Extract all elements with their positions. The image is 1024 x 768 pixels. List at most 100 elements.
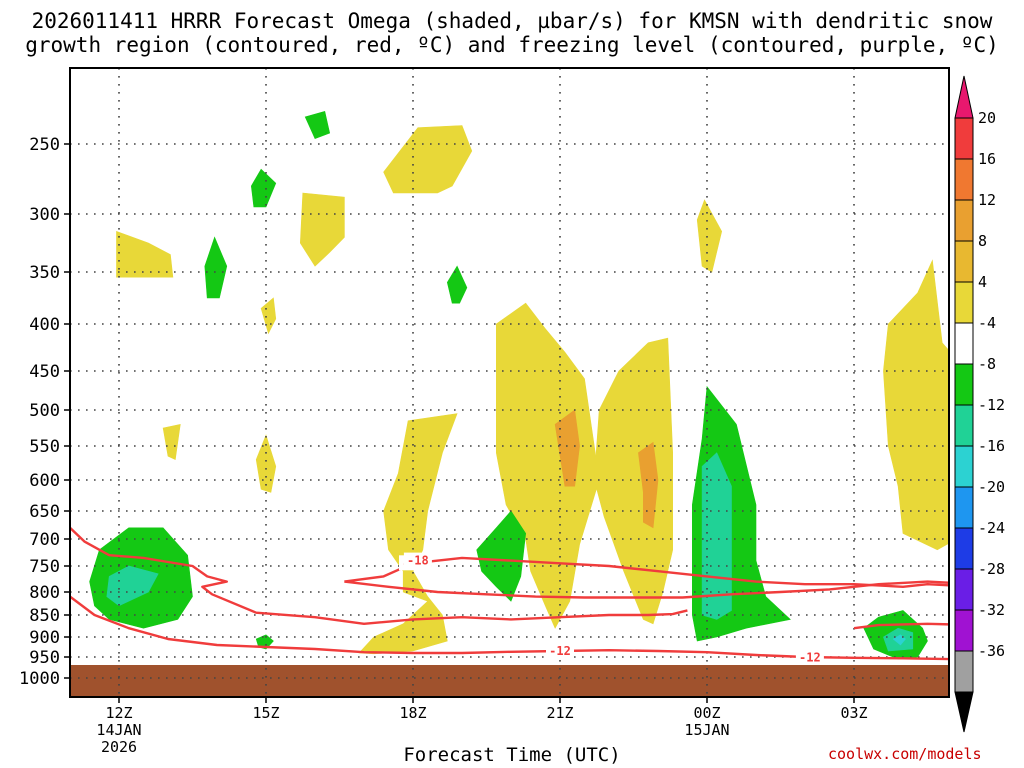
omega-region [255, 434, 277, 493]
x-tick-label: 15Z [252, 704, 279, 722]
y-tick-label: 650 [29, 502, 60, 522]
dgz-contour-line [344, 556, 949, 588]
colorbar-label: 8 [978, 232, 987, 250]
colorbar-bin [954, 117, 974, 160]
omega-region [383, 125, 473, 194]
omega-region [554, 409, 580, 487]
x-axis-title: Forecast Time (UTC) [403, 744, 621, 766]
colorbar-bottom-arrow [954, 691, 974, 733]
colorbar-label: -28 [978, 560, 1005, 578]
dgz-contour-line [853, 622, 949, 630]
x-tick-label: 21Z [546, 704, 573, 722]
colorbar-bin [954, 568, 974, 611]
y-tick-label: 950 [29, 648, 60, 668]
omega-region [476, 510, 527, 602]
colorbar-label: -16 [978, 437, 1005, 455]
colorbar-bin [954, 527, 974, 570]
y-tick-label: 900 [29, 628, 60, 648]
omega-region [162, 424, 181, 461]
y-tick-label: 400 [29, 315, 60, 335]
y-tick-label: 350 [29, 263, 60, 283]
y-tick-label: 550 [29, 437, 60, 457]
omega-regions [89, 111, 949, 660]
contour-label: -12 [549, 644, 571, 658]
omega-region [638, 441, 659, 529]
plot-frame [69, 67, 950, 698]
omega-region [593, 337, 674, 625]
y-tick-label: 300 [29, 205, 60, 225]
dgz-contour-line [70, 526, 688, 625]
omega-region [696, 199, 723, 273]
y-tick-label: 500 [29, 401, 60, 421]
colorbar-bin [954, 281, 974, 324]
credit-text[interactable]: coolwx.com/models [828, 745, 982, 763]
omega-region [260, 297, 277, 335]
colorbar-bin [954, 363, 974, 406]
x-tick-label: 03Z [840, 704, 867, 722]
x-tick-label: 12Z [105, 704, 132, 722]
contour-label-bg [546, 643, 574, 658]
chart-title-line-2: growth region (contoured, red, ºC) and f… [25, 33, 999, 57]
omega-region [358, 413, 458, 655]
colorbar-bin [954, 322, 974, 365]
y-tick-label: 600 [29, 471, 60, 491]
colorbar-label: -8 [978, 355, 996, 373]
colorbar-label: -20 [978, 478, 1005, 496]
y-tick-label: 750 [29, 557, 60, 577]
x-tick-date: 14JAN [96, 721, 141, 739]
omega-region [116, 230, 174, 278]
omega-region [204, 236, 228, 299]
y-tick-label: 1000 [19, 669, 60, 689]
chart-title-line-1: 2026011411 HRRR Forecast Omega (shaded, … [31, 9, 993, 33]
omega-region [106, 565, 159, 607]
contour-label: -12 [799, 650, 821, 664]
contour-label-bg [403, 552, 432, 568]
omega-region [883, 259, 949, 551]
contour-label-bg [795, 649, 824, 665]
colorbar-bin [954, 650, 974, 693]
x-tick-year: 2026 [101, 738, 137, 756]
y-tick-label: 850 [29, 606, 60, 626]
y-tick-label: 700 [29, 530, 60, 550]
colorbar-bin [954, 199, 974, 242]
omega-shading-layer [89, 111, 949, 660]
colorbar-top-arrow [954, 75, 974, 119]
colorbar-label: 4 [978, 273, 987, 291]
colorbar-label: -36 [978, 642, 1005, 660]
omega-region [299, 192, 345, 267]
omega-region [250, 168, 277, 208]
dgz-contour-layer: -18-18-12-12 [70, 526, 949, 665]
x-tick-date: 15JAN [684, 721, 729, 739]
colorbar-bin [954, 404, 974, 447]
colorbar-label: -32 [978, 601, 1005, 619]
omega-region [304, 111, 331, 139]
colorbar-bin [954, 445, 974, 488]
colorbar-label: 20 [978, 109, 996, 127]
x-tick-label: 18Z [399, 704, 426, 722]
colorbar-label: -4 [978, 314, 996, 332]
colorbar: 20 16 12 8 4 -4 -8 -12 -16 -20 -24 -28 -32 -36 [954, 75, 1005, 733]
dgz-contours [70, 526, 949, 661]
y-tick-label: 450 [29, 362, 60, 382]
colorbar-label: -24 [978, 519, 1005, 537]
dgz-contour-line [344, 580, 949, 599]
colorbar-bin [954, 240, 974, 283]
colorbar-bin [954, 609, 974, 652]
grid-layer [70, 68, 949, 697]
contour-label: -18 [407, 554, 429, 568]
y-axis: 2503003504004505005506006507007508008509… [19, 135, 70, 689]
omega-region [495, 302, 600, 629]
colorbar-label: -12 [978, 396, 1005, 414]
colorbar-bin [954, 486, 974, 529]
colorbar-label: 12 [978, 191, 996, 209]
x-tick-label: 00Z [693, 704, 720, 722]
y-tick-label: 250 [29, 135, 60, 155]
dgz-contour-line [70, 595, 949, 661]
colorbar-bin [954, 158, 974, 201]
ground-surface [70, 665, 949, 697]
omega-region [446, 265, 468, 304]
y-tick-label: 800 [29, 583, 60, 603]
colorbar-label: 16 [978, 150, 996, 168]
